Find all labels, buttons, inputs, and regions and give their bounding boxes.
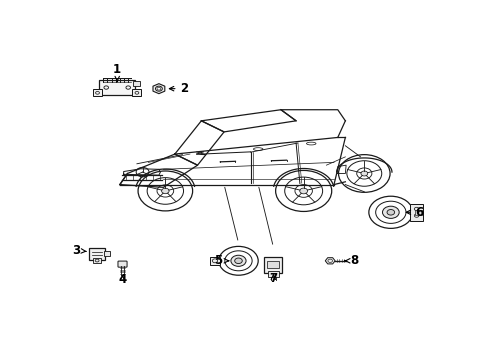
Text: 7: 7 (269, 272, 277, 285)
Circle shape (138, 171, 192, 211)
FancyBboxPatch shape (264, 257, 282, 273)
FancyBboxPatch shape (132, 89, 141, 96)
FancyBboxPatch shape (104, 251, 110, 256)
FancyBboxPatch shape (267, 271, 278, 278)
Circle shape (161, 188, 169, 194)
Circle shape (299, 188, 307, 194)
Text: 8: 8 (345, 254, 358, 267)
Circle shape (360, 171, 367, 176)
Polygon shape (325, 258, 334, 264)
Circle shape (155, 86, 162, 91)
FancyBboxPatch shape (93, 89, 102, 96)
FancyBboxPatch shape (414, 210, 422, 215)
FancyBboxPatch shape (99, 80, 135, 95)
FancyBboxPatch shape (209, 257, 220, 265)
Circle shape (338, 155, 389, 192)
Circle shape (368, 196, 412, 228)
FancyBboxPatch shape (89, 248, 105, 260)
FancyBboxPatch shape (409, 204, 423, 221)
Polygon shape (153, 84, 164, 94)
FancyBboxPatch shape (93, 258, 101, 263)
Text: 3: 3 (72, 244, 86, 257)
FancyBboxPatch shape (118, 261, 127, 267)
Circle shape (218, 246, 258, 275)
Circle shape (234, 258, 242, 264)
Text: 5: 5 (214, 254, 228, 267)
Circle shape (230, 255, 245, 266)
FancyBboxPatch shape (267, 261, 279, 268)
Circle shape (386, 210, 394, 215)
Circle shape (275, 170, 331, 211)
Text: 1: 1 (113, 63, 121, 82)
Text: 4: 4 (118, 273, 126, 286)
FancyBboxPatch shape (132, 81, 139, 86)
Text: 2: 2 (169, 82, 188, 95)
Circle shape (382, 206, 398, 219)
Text: 6: 6 (406, 206, 423, 219)
